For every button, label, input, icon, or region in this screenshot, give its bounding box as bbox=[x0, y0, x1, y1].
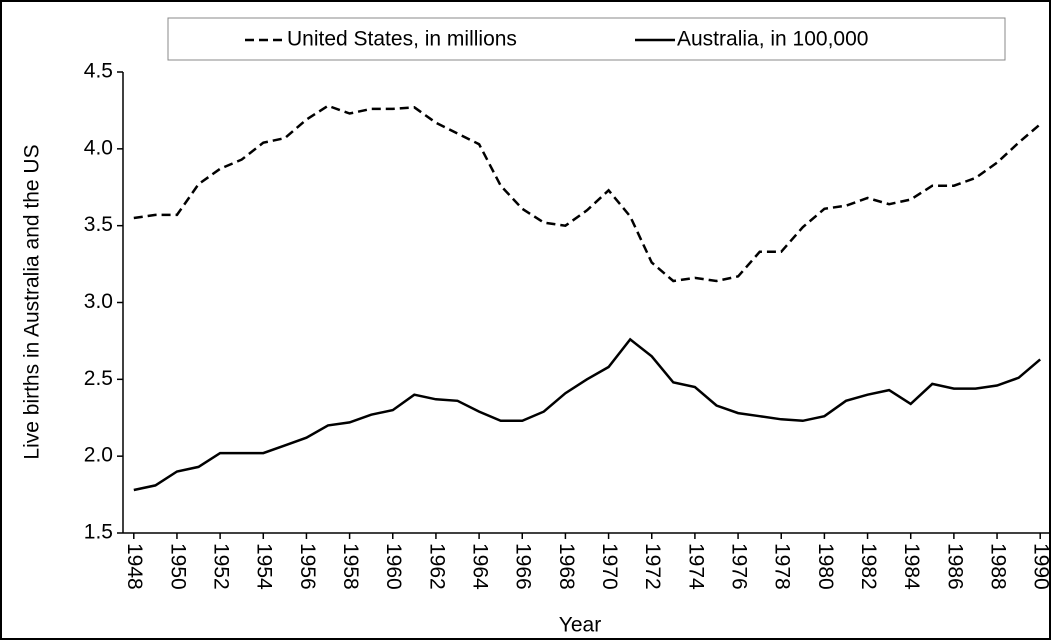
x-tick-label: 1966 bbox=[512, 543, 535, 590]
x-tick-label: 1964 bbox=[469, 543, 492, 590]
y-tick-label: 4.0 bbox=[84, 136, 113, 159]
x-tick-label: 1968 bbox=[555, 543, 578, 590]
y-axis-title: Live births in Australia and the US bbox=[21, 144, 44, 459]
series-line bbox=[133, 104, 1042, 283]
x-tick-label: 1950 bbox=[166, 543, 189, 590]
y-tick-label: 3.5 bbox=[84, 213, 113, 236]
x-tick-label: 1972 bbox=[641, 543, 664, 590]
x-axis-title: Year bbox=[559, 614, 601, 637]
x-tick-label: 1960 bbox=[382, 543, 405, 590]
legend-label: United States, in millions bbox=[287, 28, 517, 51]
x-tick-label: 1954 bbox=[253, 543, 276, 590]
x-tick-label: 1974 bbox=[684, 543, 707, 590]
y-tick-label: 1.5 bbox=[84, 521, 113, 544]
y-tick-label: 4.5 bbox=[84, 60, 113, 83]
x-tick-label: 1980 bbox=[814, 543, 837, 590]
y-tick-label: 3.0 bbox=[84, 290, 113, 313]
x-tick-label: 1970 bbox=[598, 543, 621, 590]
x-tick-label: 1984 bbox=[900, 543, 923, 590]
x-tick-label: 1948 bbox=[123, 543, 146, 590]
x-tick-label: 1988 bbox=[986, 543, 1009, 590]
y-tick-label: 2.0 bbox=[84, 444, 113, 467]
legend-label: Australia, in 100,000 bbox=[677, 28, 868, 51]
y-tick-label: 2.5 bbox=[84, 367, 113, 390]
legend-box bbox=[167, 17, 1006, 61]
x-tick-label: 1982 bbox=[857, 543, 880, 590]
x-tick-label: 1976 bbox=[728, 543, 751, 590]
x-tick-label: 1956 bbox=[296, 543, 319, 590]
x-tick-label: 1978 bbox=[771, 543, 794, 590]
x-tick-label: 1990 bbox=[1030, 543, 1051, 590]
x-tick-label: 1962 bbox=[425, 543, 448, 590]
x-tick-label: 1958 bbox=[339, 543, 362, 590]
x-tick-label: 1952 bbox=[210, 543, 233, 590]
x-tick-label: 1986 bbox=[943, 543, 966, 590]
series-line bbox=[133, 337, 1042, 492]
